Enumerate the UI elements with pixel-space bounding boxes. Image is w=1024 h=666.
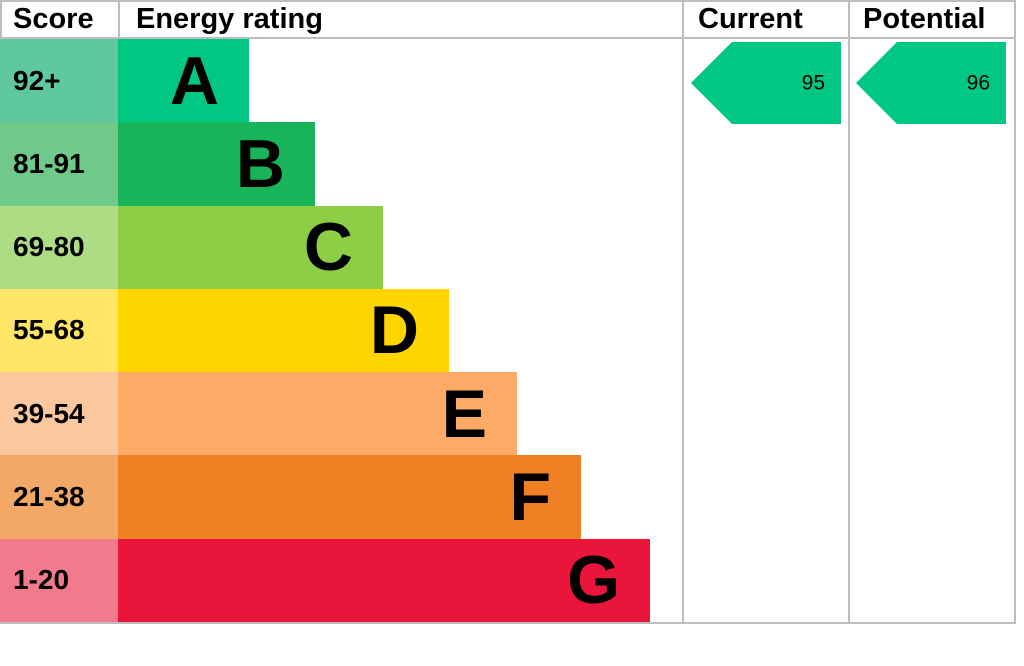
rating-letter-e: E (441, 375, 487, 452)
bottom-border-line (0, 622, 1016, 624)
score-cell-g: 1-20 (0, 538, 118, 622)
score-cell-a: 92+ (0, 39, 118, 123)
score-cell-b: 81-91 (0, 122, 118, 206)
score-cell-e: 39-54 (0, 372, 118, 456)
header-divider-line (0, 37, 1016, 39)
score-cell-c: 69-80 (0, 205, 118, 289)
band-row-a: 92+ A (0, 39, 1014, 123)
rating-letter-d: D (369, 292, 419, 369)
potential-column-divider (848, 0, 850, 624)
band-row-c: 69-80 C (0, 205, 1014, 289)
score-range-label: 1-20 (13, 564, 70, 596)
band-row-d: 55-68 D (0, 288, 1014, 373)
current-rating-arrow: 95 (691, 42, 841, 124)
left-border-line (0, 0, 2, 39)
potential-score-value: 96 (967, 72, 990, 95)
score-cell-f: 21-38 (0, 455, 118, 539)
rating-letter-f: F (509, 459, 551, 536)
right-border-line (1014, 0, 1016, 624)
current-column-header: Current (698, 3, 803, 35)
score-range-label: 55-68 (13, 314, 85, 346)
rating-letter-a: A (169, 42, 219, 119)
potential-column-header: Potential (863, 3, 986, 35)
rating-bar-e: E (118, 372, 517, 456)
score-range-label: 92+ (13, 64, 61, 96)
band-row-b: 81-91 B (0, 122, 1014, 206)
rating-bar-a: A (118, 39, 249, 123)
score-cell-d: 55-68 (0, 288, 118, 373)
rating-bar-f: F (118, 455, 581, 539)
score-column-header: Score (13, 3, 94, 35)
band-row-g: 1-20 G (0, 538, 1014, 622)
current-score-value: 95 (802, 72, 825, 95)
score-range-label: 21-38 (13, 481, 85, 513)
rating-letter-b: B (235, 125, 285, 202)
rating-bar-b: B (118, 122, 315, 206)
rating-letter-c: C (303, 209, 353, 286)
rating-bar-d: D (118, 288, 449, 373)
band-row-f: 21-38 F (0, 455, 1014, 539)
score-range-label: 69-80 (13, 231, 85, 263)
potential-rating-arrow: 96 (856, 42, 1006, 124)
rating-bands: 92+ A 81-91 B 69-80 C 55-68 (0, 39, 1014, 622)
rating-bar-g: G (118, 538, 650, 622)
score-range-label: 81-91 (13, 147, 85, 179)
rating-bar-c: C (118, 205, 383, 289)
rating-letter-g: G (567, 542, 620, 619)
score-column-divider (118, 0, 120, 39)
potential-arrow-shape (856, 42, 1006, 124)
energy-rating-column-header: Energy rating (136, 3, 323, 35)
current-arrow-shape (691, 42, 841, 124)
top-border-line (0, 0, 1016, 2)
score-range-label: 39-54 (13, 397, 85, 429)
band-row-e: 39-54 E (0, 372, 1014, 456)
current-column-divider (682, 0, 684, 624)
